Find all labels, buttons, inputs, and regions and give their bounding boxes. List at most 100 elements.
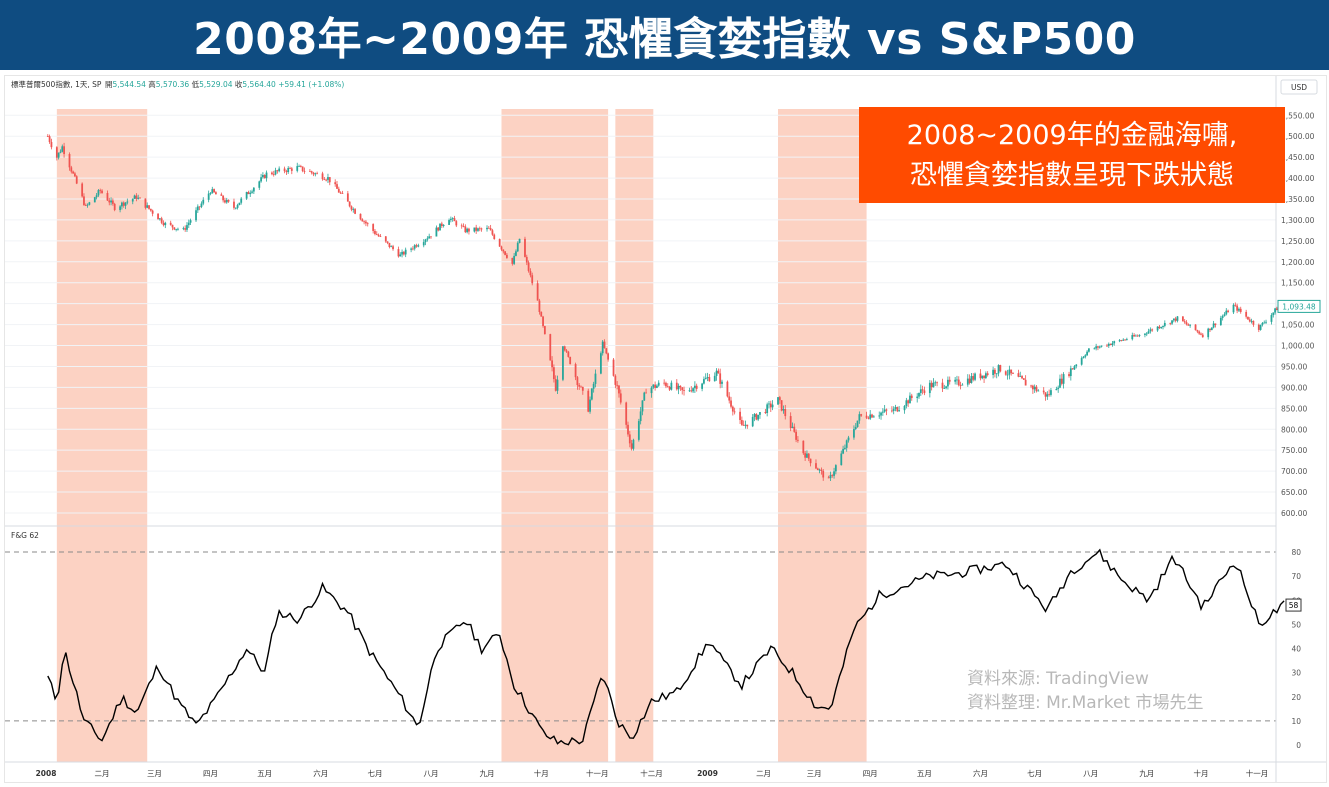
candle-body: [144, 198, 147, 208]
candle-body: [285, 171, 288, 173]
price-tick-label: 850.00: [1281, 404, 1307, 413]
candle-body: [238, 202, 241, 206]
candle-body: [820, 469, 823, 471]
candle-body: [341, 192, 344, 194]
candle-body: [632, 439, 635, 449]
candle-body: [1212, 323, 1215, 328]
low-label: 低: [192, 79, 200, 89]
candle-body: [833, 471, 835, 476]
watermark-compiler: 資料整理: Mr.Market 市場先生: [967, 693, 1203, 713]
candle-body: [1120, 340, 1123, 342]
candle-body: [437, 227, 440, 231]
candle-body: [72, 171, 75, 174]
candle-body: [540, 311, 543, 317]
candle-body: [473, 227, 476, 232]
candle-body: [200, 203, 203, 207]
candle-body: [247, 192, 250, 195]
candle-body: [657, 382, 660, 386]
candle-body: [124, 202, 127, 206]
candle-body: [1149, 329, 1152, 332]
candle-body: [858, 414, 861, 421]
candle-body: [182, 228, 185, 230]
highlight-band-4: [778, 109, 867, 762]
candle-body: [1221, 316, 1224, 318]
candle-body: [184, 228, 187, 230]
watermark-source: 資料來源: TradingView: [967, 669, 1149, 689]
candle-body: [189, 220, 192, 223]
candle-body: [1259, 324, 1262, 330]
open-value: 5,544.54: [113, 80, 147, 89]
candle-body: [70, 167, 73, 172]
candle-body: [86, 204, 89, 206]
time-tick-label: 九月: [1139, 769, 1154, 778]
candle-body: [1169, 322, 1172, 324]
time-tick-label: 六月: [973, 768, 988, 778]
candle-body: [339, 192, 342, 194]
candle-body: [947, 379, 949, 387]
candle-body: [169, 222, 172, 225]
candle-body: [594, 373, 597, 384]
time-tick-label: 十一月: [1246, 768, 1269, 778]
candle-body: [84, 205, 87, 206]
candle-body: [1084, 355, 1087, 357]
candle-body: [202, 199, 205, 204]
page-title: 2008年~2009年 恐懼貪婪指數 vs S&P500: [0, 0, 1329, 70]
candle-body: [883, 409, 886, 412]
candle-body: [440, 223, 443, 227]
candle-body: [1207, 328, 1210, 338]
candle-body: [1095, 346, 1098, 349]
candle-body: [670, 382, 673, 390]
candle-body: [1069, 368, 1072, 377]
candle-body: [57, 152, 60, 158]
candle-body: [578, 385, 581, 387]
candle-body: [536, 283, 539, 301]
candle-body: [731, 406, 734, 412]
candle-body: [1223, 314, 1226, 317]
candle-body: [334, 182, 337, 185]
candle-body: [1189, 324, 1192, 326]
chart-svg[interactable]: 1,550.00 1,500.00 1,450.00 1,400.00 1,350.00…: [5, 76, 1326, 782]
candle-body: [755, 414, 758, 420]
candle-body: [789, 416, 792, 428]
candle-body: [708, 377, 711, 382]
candle-body: [475, 227, 478, 231]
currency-button[interactable]: [1280, 79, 1318, 95]
candle-body: [1125, 339, 1128, 340]
candle-body: [502, 249, 505, 252]
candle-body: [780, 400, 783, 411]
candle-body: [1261, 322, 1264, 325]
candle-body: [93, 197, 96, 203]
candle-body: [601, 341, 604, 354]
candle-body: [372, 224, 375, 231]
candle-body: [551, 360, 553, 368]
candle-body: [99, 190, 102, 191]
candle-body: [994, 369, 996, 374]
candle-body: [923, 390, 926, 394]
fg-tick-label: 0: [1296, 741, 1301, 750]
candle-body: [1017, 373, 1020, 377]
time-tick-label: 2008: [36, 769, 57, 778]
candle-body: [346, 193, 349, 202]
time-tick-label: 三月: [147, 769, 162, 778]
candle-body: [966, 378, 969, 385]
candle-body: [46, 136, 49, 138]
price-tick-label: 1,150.00: [1281, 279, 1315, 288]
candle-body: [323, 179, 326, 180]
candle-body: [1265, 321, 1267, 323]
candle-body: [240, 198, 243, 203]
candle-body: [945, 386, 948, 389]
highlight-band-3: [615, 109, 654, 762]
candle-body: [1062, 374, 1065, 384]
candle-body: [388, 242, 391, 247]
candle-body: [1144, 333, 1146, 335]
fg-tick-label: 80: [1291, 548, 1301, 557]
candle-body: [245, 192, 248, 199]
candle-body: [807, 453, 810, 459]
fg-indicator-title: F&G 62: [11, 531, 39, 540]
candle-body: [289, 168, 291, 169]
candle-body: [1245, 311, 1248, 317]
candle-body: [299, 166, 302, 167]
candle-body: [576, 377, 579, 386]
candle-body: [890, 410, 893, 412]
candle-body: [451, 218, 454, 219]
